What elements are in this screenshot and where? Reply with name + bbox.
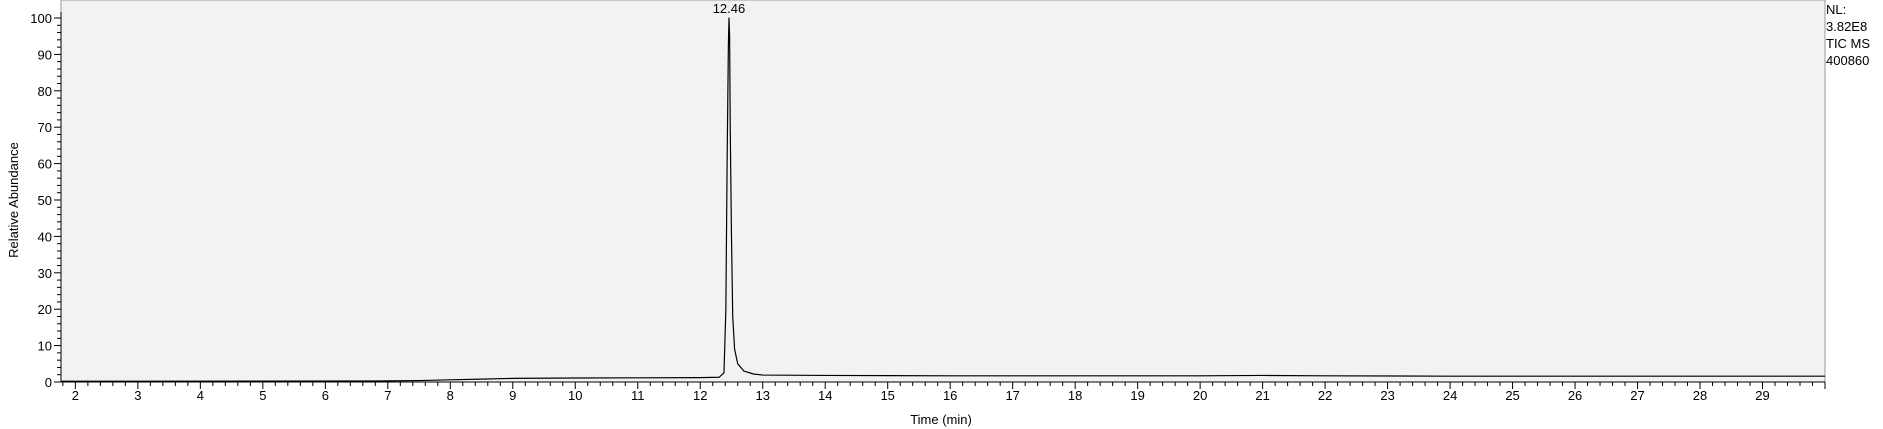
series-layer [61,17,1825,382]
series-line [61,17,1825,382]
peak-label: 12.46 [713,1,746,16]
x-tick-label: 25 [1505,388,1519,403]
y-tick-label: 60 [38,157,52,172]
y-tick-label: 0 [45,375,52,390]
x-tick-label: 22 [1318,388,1332,403]
x-tick-label: 14 [818,388,832,403]
x-tick-label: 7 [384,388,391,403]
x-tick-label: 27 [1630,388,1644,403]
x-tick-label: 15 [880,388,894,403]
x-tick-label: 5 [259,388,266,403]
y-axis: 0 10 20 30 40 50 60 70 80 90 100 [30,11,62,390]
x-tick-label: 9 [509,388,516,403]
y-tick-label: 100 [30,11,52,26]
scan-id: 400860 [1826,53,1870,68]
x-tick-label: 17 [1005,388,1019,403]
x-axis: 2 3 4 5 6 7 8 9 10 11 12 13 14 15 16 17 18 19 20 21 22 23 24 25… [61,381,1826,403]
x-tick-label: 12 [693,388,707,403]
x-tick-label: 11 [631,388,645,403]
x-tick-label: 26 [1568,388,1582,403]
x-tick-label: 16 [943,388,957,403]
x-tick-label: 3 [134,388,141,403]
x-tick-label: 8 [447,388,454,403]
nl-label: NL: [1826,2,1847,17]
x-tick-label: 6 [322,388,329,403]
y-tick-label: 50 [38,193,52,208]
x-tick-label: 28 [1693,388,1707,403]
x-tick-label: 4 [197,388,204,403]
y-tick-label: 30 [38,266,52,281]
x-tick-label: 2 [72,388,79,403]
x-tick-label: 21 [1255,388,1269,403]
y-tick-label: 40 [38,229,52,244]
x-tick-label: 23 [1380,388,1394,403]
y-tick-label: 80 [38,84,52,99]
y-axis-label: Relative Abundance [6,142,21,258]
x-tick-label: 20 [1193,388,1207,403]
y-tick-label: 20 [38,302,52,317]
x-tick-label: 18 [1068,388,1082,403]
x-tick-label: 19 [1130,388,1144,403]
x-tick-label: 24 [1443,388,1457,403]
scan-type: TIC MS [1826,36,1871,51]
nl-value: 3.82E8 [1826,19,1868,34]
y-tick-label: 70 [38,120,52,135]
x-tick-label: 13 [755,388,769,403]
y-tick-label: 10 [38,339,52,354]
plot-area [60,0,1826,383]
peak-labels: 12.46 [713,1,746,16]
normalization-info: NL: 3.82E8 TIC MS 400860 [1826,1,1870,69]
x-tick-label: 29 [1755,388,1769,403]
x-tick-label: 10 [568,388,582,403]
x-axis-label: Time (min) [910,412,972,427]
y-tick-label: 90 [38,47,52,62]
